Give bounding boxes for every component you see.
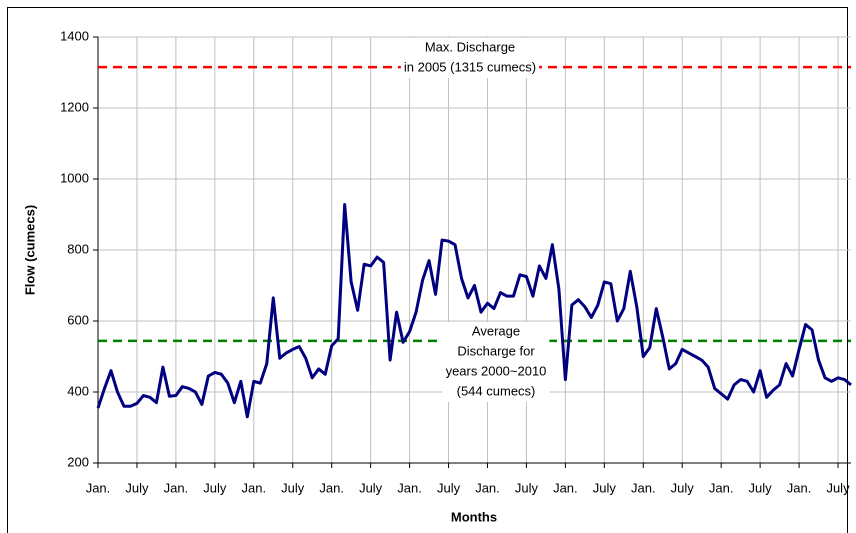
x-tick-label: Jan. xyxy=(631,480,656,495)
x-tick-label: Jan. xyxy=(242,480,267,495)
annotation-text: (544 cumecs) xyxy=(457,383,536,398)
annotation-text: Discharge for xyxy=(457,343,535,358)
x-tick-label: Jan. xyxy=(86,480,111,495)
y-tick-label: 200 xyxy=(67,454,89,469)
annotation-text: in 2005 (1315 cumecs) xyxy=(404,59,536,74)
x-tick-label: Jan. xyxy=(319,480,344,495)
data-line xyxy=(96,203,852,419)
x-tick-label: July xyxy=(281,480,305,495)
x-axis-label: Months xyxy=(451,509,497,524)
annotation-text: Max. Discharge xyxy=(425,39,515,54)
x-tick-label: Jan. xyxy=(709,480,734,495)
x-tick-label: July xyxy=(437,480,461,495)
x-tick-label: July xyxy=(593,480,617,495)
x-tick-label: July xyxy=(125,480,149,495)
annotation-text: years 2000~2010 xyxy=(446,363,547,378)
y-tick-label: 1400 xyxy=(60,28,89,43)
y-tick-label: 800 xyxy=(67,241,89,256)
x-tick-label: Jan. xyxy=(164,480,189,495)
annotation-background xyxy=(400,38,540,78)
x-tick-label: July xyxy=(671,480,695,495)
y-tick-label: 1200 xyxy=(60,99,89,114)
x-tick-label: July xyxy=(515,480,539,495)
x-tick-label: Jan. xyxy=(397,480,422,495)
y-tick-label: 600 xyxy=(67,312,89,327)
y-tick-label: 1000 xyxy=(60,170,89,185)
x-tick-label: Jan. xyxy=(787,480,812,495)
x-tick-label: Jan. xyxy=(553,480,578,495)
y-axis-label: Flow (cumecs) xyxy=(22,205,37,295)
x-tick-label: July xyxy=(826,480,850,495)
chart-frame xyxy=(7,7,848,533)
y-tick-label: 400 xyxy=(67,383,89,398)
x-tick-label: July xyxy=(359,480,383,495)
x-tick-label: Jan. xyxy=(475,480,500,495)
x-tick-label: July xyxy=(749,480,773,495)
annotation-background xyxy=(442,322,550,402)
x-tick-label: July xyxy=(203,480,227,495)
annotation-text: Average xyxy=(472,323,520,338)
